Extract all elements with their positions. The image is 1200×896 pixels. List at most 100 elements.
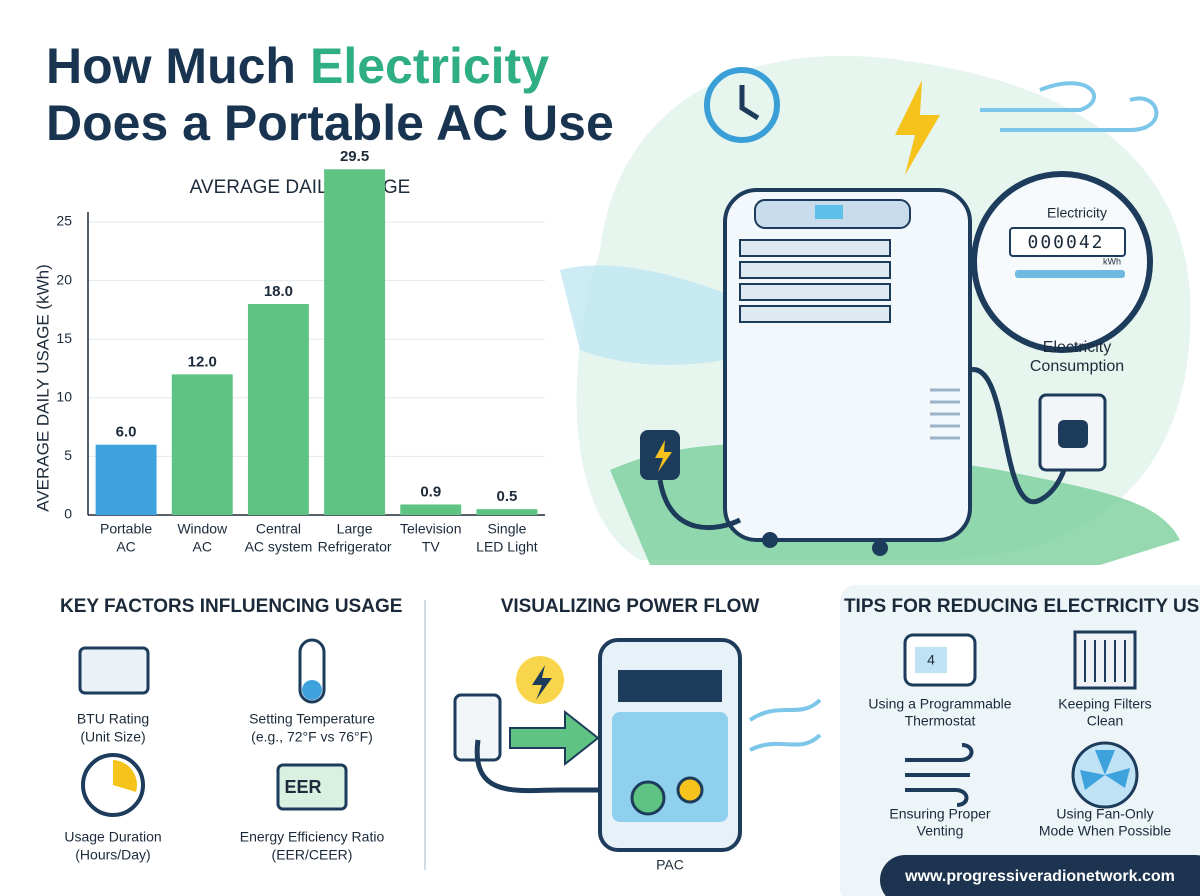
y-tick-label: 25 — [56, 213, 72, 229]
illustration-part — [980, 81, 1159, 132]
factor-label: (EER/CEER) — [272, 847, 353, 863]
section-title: VISUALIZING POWER FLOW — [501, 596, 760, 617]
illustration-part — [1058, 420, 1088, 448]
x-tick-label: Portable — [100, 521, 152, 537]
tip-label: Ensuring Proper — [889, 806, 991, 822]
illustration-part — [1009, 227, 1126, 257]
illustration-part — [655, 440, 672, 472]
factor-label: Usage Duration — [64, 829, 161, 845]
meter-unit: kWh — [1103, 256, 1121, 266]
y-tick-label: 0 — [64, 506, 72, 522]
value-label: 6.0 — [116, 424, 137, 441]
meter-reading: 000042 — [1027, 232, 1104, 253]
power-flow-part — [474, 739, 600, 794]
section-title: KEY FACTORS INFLUENCING USAGE — [60, 596, 402, 617]
illustration-part-part — [739, 305, 891, 323]
x-tick-label: AC system — [245, 539, 313, 555]
bar — [95, 444, 157, 515]
factor-label: Energy Efficiency Ratio — [240, 829, 385, 845]
tip-label: Using a Programmable — [868, 696, 1011, 712]
illustration-part — [930, 388, 960, 440]
factor-label: (Unit Size) — [80, 729, 145, 745]
x-tick-label: LED Light — [476, 539, 538, 555]
value-label: 0.9 — [420, 483, 441, 500]
x-tick-label: AC — [116, 539, 135, 555]
illustration-part — [739, 239, 891, 323]
tip-label: Venting — [917, 823, 964, 839]
title-highlight: Electricity — [310, 38, 549, 94]
power-flow-part — [532, 665, 552, 700]
factor-label: Setting Temperature — [249, 711, 375, 727]
meter-title: Electricity — [1047, 205, 1107, 221]
tips-part — [1084, 640, 1126, 682]
power-flow-part — [630, 780, 666, 816]
thermostat-display: 4 — [927, 652, 935, 668]
x-tick-label: Window — [177, 521, 228, 537]
factor-label: BTU Rating — [77, 711, 149, 727]
illustration-part — [657, 479, 742, 530]
key-factors-part — [78, 646, 150, 695]
y-tick-label: 15 — [56, 330, 72, 346]
x-tick-label: Large — [337, 521, 373, 537]
illustration-part-part — [739, 239, 891, 257]
value-label: 0.5 — [496, 488, 517, 505]
bar — [324, 169, 386, 515]
tips-part — [915, 647, 947, 673]
bar — [247, 304, 309, 515]
y-tick-label: 20 — [56, 271, 72, 287]
bar-chart: AVERAGE DAILY USAGE AVERAGE DAILY USAGE … — [33, 148, 545, 555]
power-flow-part — [612, 712, 728, 822]
key-factors-part — [302, 680, 322, 700]
factor-label: (Hours/Day) — [75, 847, 150, 863]
key-factors-part — [113, 760, 138, 792]
value-label: 18.0 — [264, 283, 293, 300]
illustration-part — [971, 171, 1153, 353]
section-title: TIPS FOR REDUCING ELECTRICITY USE — [844, 596, 1200, 617]
x-tick-label: Refrigerator — [318, 539, 392, 555]
x-tick-label: Television — [400, 521, 461, 537]
title: How Much Electricity — [46, 38, 549, 94]
tips-part — [905, 743, 974, 807]
factor-label: (e.g., 72°F vs 76°F) — [251, 729, 373, 745]
tip-label: Mode When Possible — [1039, 823, 1172, 839]
illustration-part — [704, 67, 780, 143]
layout-part — [880, 855, 1200, 896]
footer-url: www.progressiveradionetwork.com — [904, 868, 1175, 885]
tips: TIPS FOR REDUCING ELECTRICITY USE 4 Usin… — [844, 596, 1200, 839]
tips-part — [1080, 750, 1130, 790]
title: Does a Portable AC Use — [46, 95, 614, 151]
power-flow-part — [748, 698, 822, 752]
x-tick-label: Central — [256, 521, 301, 537]
illustration-part — [739, 85, 760, 121]
power-flow-part — [618, 670, 722, 702]
title-lead: How Much — [46, 38, 296, 94]
x-tick-label: AC — [193, 539, 212, 555]
consumption-label: Electricity — [1043, 339, 1111, 356]
power-flow-part — [676, 776, 704, 804]
illustration-part — [1015, 270, 1125, 278]
x-tick-label: Single — [487, 521, 526, 537]
y-tick-label: 5 — [64, 447, 72, 463]
y-axis-label: AVERAGE DAILY USAGE (kWh) — [33, 264, 52, 512]
tip-label: Using Fan-Only — [1056, 806, 1153, 822]
value-label: 12.0 — [188, 353, 217, 370]
eer-icon-text: EER — [284, 777, 321, 797]
power-flow-part — [509, 709, 600, 767]
tip-label: Keeping Filters — [1058, 696, 1151, 712]
layout-part — [840, 585, 1200, 896]
bar — [400, 504, 462, 515]
illustration-part — [895, 80, 940, 175]
x-tick-label: TV — [422, 539, 441, 555]
illustration-part — [762, 532, 778, 548]
illustration-part — [872, 540, 888, 556]
tip-label: Thermostat — [905, 713, 976, 729]
tip-label: Clean — [1087, 713, 1124, 729]
bar — [171, 374, 233, 515]
bar — [476, 509, 538, 515]
value-label: 29.5 — [340, 148, 369, 165]
key-factors: KEY FACTORS INFLUENCING USAGE EER BTU Ra… — [60, 596, 402, 863]
unit-label: PAC — [656, 857, 684, 873]
